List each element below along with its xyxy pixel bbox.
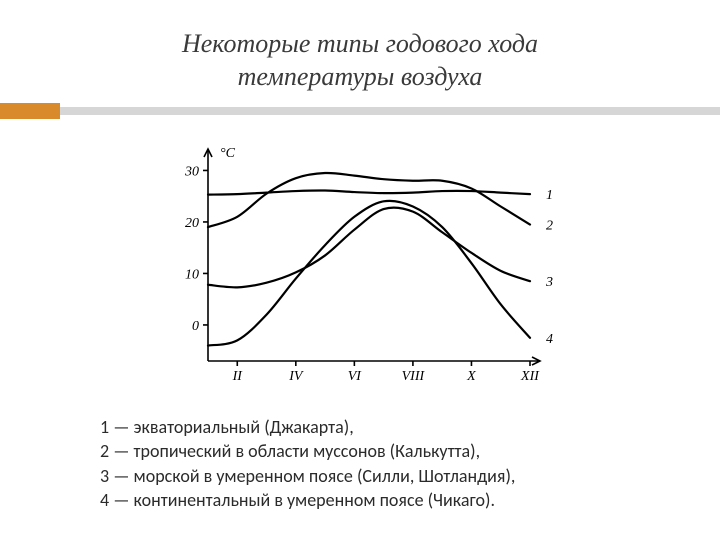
legend-item: 3 — морской в умеренном поясе (Силли, Шо… xyxy=(100,464,630,488)
svg-text:0: 0 xyxy=(192,319,199,334)
svg-text:4: 4 xyxy=(546,332,553,347)
accent-bar-left xyxy=(0,103,60,119)
svg-text:XII: XII xyxy=(520,369,540,384)
legend: 1 — экваториальный (Джакарта), 2 — тропи… xyxy=(0,397,720,512)
temperature-chart: 0 10 20 30 °C II IV VI VIII X XII 1 2 3 4 xyxy=(150,137,570,397)
slide-title: Некоторые типы годового хода температуры… xyxy=(0,0,720,103)
chart-container: 0 10 20 30 °C II IV VI VIII X XII 1 2 3 4 xyxy=(0,137,720,397)
accent-bar xyxy=(0,103,720,119)
svg-text:X: X xyxy=(466,369,476,384)
svg-text:20: 20 xyxy=(185,216,199,231)
accent-bar-right xyxy=(60,107,720,115)
title-line-1: Некоторые типы годового хода xyxy=(182,29,538,58)
svg-text:II: II xyxy=(232,369,244,384)
svg-text:30: 30 xyxy=(184,164,199,179)
svg-text:1: 1 xyxy=(546,188,553,203)
svg-text:10: 10 xyxy=(185,267,199,282)
legend-item: 2 — тропический в области муссонов (Каль… xyxy=(100,439,630,463)
slide: Некоторые типы годового хода температуры… xyxy=(0,0,720,540)
legend-item: 4 — континентальный в умеренном поясе (Ч… xyxy=(100,488,630,512)
svg-text:2: 2 xyxy=(546,219,553,234)
svg-text:IV: IV xyxy=(288,369,304,384)
svg-text:VIII: VIII xyxy=(402,369,426,384)
svg-text:VI: VI xyxy=(348,369,363,384)
title-line-2: температуры воздуха xyxy=(238,62,483,91)
legend-item: 1 — экваториальный (Джакарта), xyxy=(100,415,630,439)
svg-text:3: 3 xyxy=(545,275,553,290)
svg-text:°C: °C xyxy=(220,146,236,161)
